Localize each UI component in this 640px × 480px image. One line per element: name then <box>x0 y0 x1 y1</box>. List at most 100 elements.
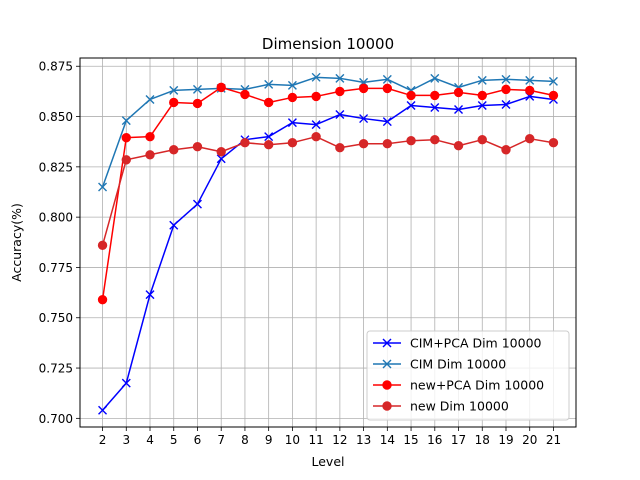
x-tick-label: 11 <box>308 433 323 447</box>
legend-label: new Dim 10000 <box>410 399 509 414</box>
series-lines <box>97 72 559 415</box>
x-axis-label: Level <box>312 454 345 469</box>
legend-label: CIM Dim 10000 <box>410 357 506 372</box>
legend-swatch-marker <box>382 401 392 411</box>
series-3 <box>97 82 559 305</box>
data-point <box>477 90 487 101</box>
data-point <box>525 133 535 144</box>
data-point <box>216 82 226 93</box>
data-point <box>501 74 511 84</box>
data-point <box>501 145 511 155</box>
x-tick-label: 20 <box>522 433 537 447</box>
data-point <box>406 100 416 110</box>
x-tick-label: 6 <box>194 433 202 447</box>
x-tick-label: 13 <box>356 433 371 447</box>
y-tick-label: 0.725 <box>39 362 73 376</box>
data-point <box>525 85 535 96</box>
data-point <box>358 139 369 149</box>
data-point <box>145 290 155 300</box>
data-point <box>335 110 345 120</box>
legend-entry: new+PCA Dim 10000 <box>373 378 544 393</box>
data-point <box>335 86 345 97</box>
series-line <box>101 76 554 188</box>
data-point <box>548 90 559 101</box>
data-point <box>121 378 131 388</box>
data-point <box>430 103 440 112</box>
data-point <box>311 120 321 130</box>
legend-entry: new Dim 10000 <box>373 399 509 414</box>
data-point <box>359 114 369 124</box>
data-point <box>264 132 274 142</box>
data-point <box>216 147 226 157</box>
plot-frame <box>79 57 577 428</box>
data-point <box>430 134 440 145</box>
legend-entry: CIM Dim 10000 <box>373 357 506 372</box>
legend-swatch-marker <box>382 359 392 369</box>
data-point <box>216 154 226 164</box>
legend-entry: CIM+PCA Dim 10000 <box>373 336 542 351</box>
data-point <box>287 92 298 103</box>
y-tick-label: 0.700 <box>39 412 73 426</box>
y-axis-ticks: 0.700 0.725 0.750 0.775 0.800 0.825 0.850 0.875 <box>39 60 80 426</box>
legend: CIM+PCA Dim 10000 CIM Dim 10000 new+PCA Di… <box>366 330 570 421</box>
y-tick-label: 0.850 <box>39 110 73 124</box>
data-point <box>453 87 464 98</box>
data-point <box>192 84 202 94</box>
legend-box <box>366 330 570 421</box>
x-tick-label: 21 <box>546 433 561 447</box>
data-point <box>98 182 108 192</box>
y-tick-label: 0.775 <box>39 261 73 275</box>
data-point <box>287 138 298 148</box>
data-point <box>548 76 558 86</box>
data-point <box>192 98 203 109</box>
data-point <box>121 155 131 165</box>
x-tick-label: 12 <box>332 433 347 447</box>
legend-swatch-marker <box>382 338 392 348</box>
data-point <box>406 90 416 101</box>
data-point <box>525 75 535 85</box>
y-axis-label: Accuracy(%) <box>9 203 24 282</box>
data-point <box>240 138 250 148</box>
x-tick-label: 2 <box>99 433 107 447</box>
y-tick-label: 0.750 <box>39 311 73 325</box>
data-point <box>477 100 487 110</box>
data-point <box>406 135 416 146</box>
x-tick-label: 5 <box>170 433 178 447</box>
y-tick-label: 0.875 <box>39 60 73 74</box>
data-point <box>263 97 274 108</box>
y-tick-label: 0.825 <box>39 160 73 174</box>
x-tick-label: 17 <box>451 433 466 447</box>
data-point <box>382 74 392 84</box>
data-point <box>358 83 369 94</box>
data-point <box>548 138 559 148</box>
data-point <box>311 72 321 82</box>
data-point <box>169 220 179 230</box>
data-point <box>382 117 392 127</box>
data-point <box>454 105 464 115</box>
data-point <box>311 91 321 102</box>
x-tick-label: 14 <box>380 433 395 447</box>
data-point <box>335 143 345 153</box>
chart-title: Dimension 10000 <box>262 35 394 53</box>
data-point <box>287 80 297 90</box>
x-tick-label: 9 <box>265 433 273 447</box>
x-tick-label: 3 <box>122 433 130 447</box>
legend-label: CIM+PCA Dim 10000 <box>410 336 542 351</box>
data-point <box>169 85 179 95</box>
data-point <box>145 131 155 142</box>
data-point <box>430 90 440 101</box>
data-point <box>169 145 179 155</box>
data-point <box>311 131 321 142</box>
data-point <box>192 142 203 152</box>
data-point <box>97 294 108 305</box>
x-tick-label: 19 <box>498 433 513 447</box>
data-point <box>453 141 464 151</box>
data-point <box>263 140 274 150</box>
data-point <box>192 199 202 209</box>
legend-label: new+PCA Dim 10000 <box>410 378 544 393</box>
data-point <box>97 240 108 251</box>
x-tick-label: 18 <box>475 433 490 447</box>
data-point <box>121 132 131 143</box>
data-point <box>501 84 511 95</box>
